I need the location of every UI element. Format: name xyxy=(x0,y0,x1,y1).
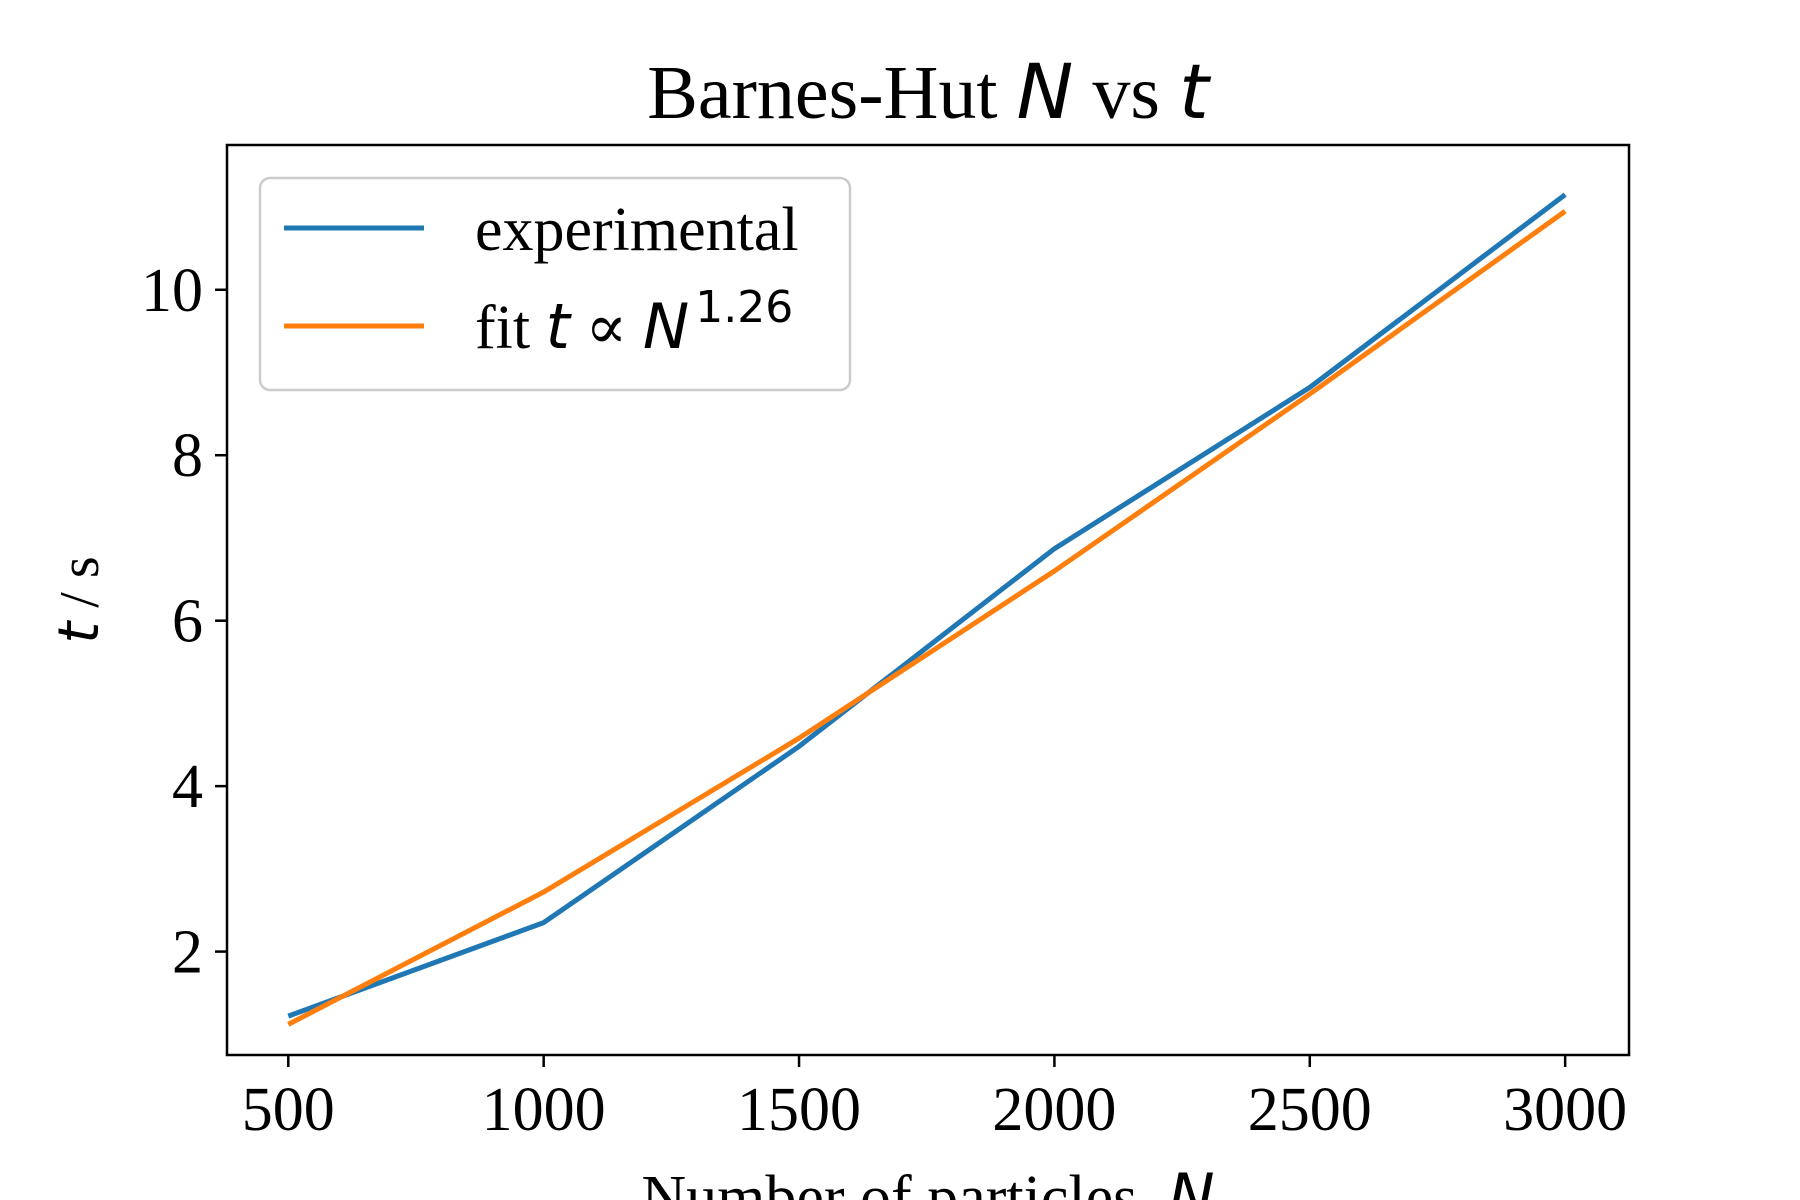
legend-fit-prefix: fit xyxy=(475,294,546,362)
y-axis-unit: / s xyxy=(49,556,111,621)
y-axis: 2 4 6 8 10 xyxy=(141,257,227,987)
x-tick-label: 500 xyxy=(242,1076,335,1144)
x-tick-label: 1500 xyxy=(737,1076,861,1144)
y-tick-label: 4 xyxy=(172,753,203,821)
y-tick-label: 6 xyxy=(172,588,203,656)
legend-fit-symbol-t: t xyxy=(546,290,573,363)
legend: experimental fit t ∝ N 1.26 xyxy=(258,176,852,392)
legend-fit-symbol-n: N xyxy=(643,290,689,363)
legend-fit-exponent: 1.26 xyxy=(695,282,793,333)
title-symbol-t: t xyxy=(1179,47,1212,136)
legend-label-experimental: experimental xyxy=(475,196,799,264)
x-axis-text: Number of particles, xyxy=(641,1164,1168,1200)
legend-label-fit: fit t ∝ N 1.26 xyxy=(475,282,793,363)
y-tick-label: 2 xyxy=(172,919,203,987)
x-axis-symbol: N xyxy=(1168,1160,1214,1200)
x-tick-label: 2000 xyxy=(992,1076,1116,1144)
x-tick-label: 3000 xyxy=(1503,1076,1627,1144)
legend-fit-proportional: ∝ xyxy=(570,294,643,362)
x-axis-label: Number of particles, N xyxy=(641,1160,1214,1200)
y-tick-label: 10 xyxy=(141,257,203,325)
y-axis-label: t / s xyxy=(47,556,112,643)
y-tick-label: 8 xyxy=(172,422,203,490)
chart-title: Barnes-Hut N vs t xyxy=(647,47,1212,136)
title-mid: vs xyxy=(1073,51,1179,135)
x-tick-label: 1000 xyxy=(482,1076,606,1144)
y-axis-symbol: t xyxy=(47,620,112,644)
series-layer xyxy=(287,192,1567,1027)
series-line-fit xyxy=(287,209,1567,1027)
legend-box xyxy=(258,176,852,392)
x-axis: 500 1000 1500 2000 2500 3000 xyxy=(242,1055,1627,1144)
series-line-experimental xyxy=(287,192,1567,1019)
title-symbol-n: N xyxy=(1017,47,1074,136)
x-tick-label: 2500 xyxy=(1248,1076,1372,1144)
title-prefix: Barnes-Hut xyxy=(647,51,1016,135)
